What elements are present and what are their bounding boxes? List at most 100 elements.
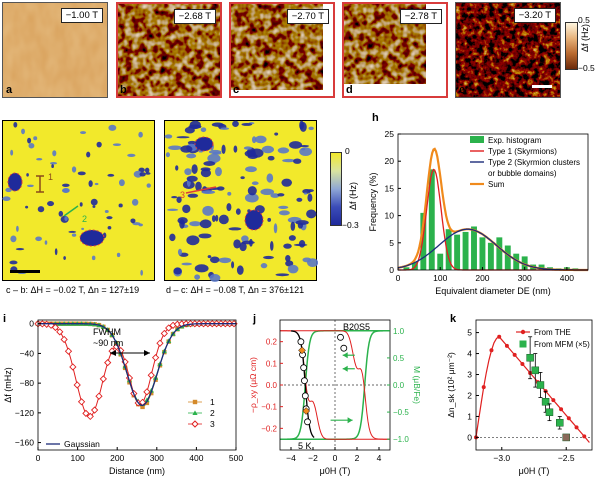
domain-spot	[13, 121, 18, 128]
panel-letter-a: a	[6, 84, 13, 96]
domain-spot	[261, 145, 275, 154]
mfm-density-point	[545, 408, 554, 417]
direction-arrowhead	[342, 365, 348, 372]
profile-marker-3	[156, 339, 164, 347]
domain-spot	[282, 158, 296, 163]
domain-spot	[254, 135, 267, 144]
domain-spot	[251, 136, 257, 144]
domain-spot	[51, 164, 54, 169]
domain-spot	[281, 178, 293, 187]
line-label-1: 1	[48, 172, 53, 182]
domain-spot	[165, 152, 170, 158]
domain-spot	[107, 225, 112, 230]
profile-marker-3	[51, 323, 60, 332]
panel-letter-h: h	[372, 112, 379, 124]
domain-spot	[80, 131, 87, 135]
domain-spot	[171, 196, 178, 199]
domain-spot	[26, 173, 29, 177]
domain-spot	[195, 181, 202, 192]
profile-marker-3	[82, 409, 90, 418]
the-point	[512, 352, 517, 357]
domain-spot	[187, 193, 199, 198]
x-tick-label-i: 400	[189, 453, 203, 463]
histogram-bar	[487, 242, 494, 270]
domain-spot	[71, 166, 77, 173]
domain-spot	[209, 273, 221, 282]
legend-label-h: Type 2 (Skyrmion clusters	[488, 158, 580, 167]
domain-spot	[10, 149, 14, 156]
domain-spot	[215, 214, 219, 222]
domain-spot	[173, 267, 182, 275]
histogram-bar	[471, 226, 477, 270]
x-tick-label-i: 100	[71, 453, 85, 463]
y-tick-label-right-j: 1.0	[393, 327, 405, 336]
the-point	[582, 434, 587, 439]
domain-spot	[201, 190, 216, 195]
domain-spot	[191, 164, 198, 174]
profile-marker-1	[144, 400, 150, 406]
line-cut-3	[185, 186, 217, 194]
difference-map-g: 3	[164, 120, 318, 282]
domain-spot	[239, 242, 247, 252]
y-tick-label-i: 0	[29, 319, 34, 329]
domain-spot	[79, 202, 83, 207]
y-tick-label-k: 0	[467, 432, 472, 442]
domain-spot	[10, 235, 17, 243]
line-profile-chart-i: 0 100 200 300 400 500 0 −40 −80 −120 −160 Distance …	[3, 319, 243, 476]
legend-label-gaussian: Gaussian	[64, 439, 100, 449]
domain-spot	[91, 255, 96, 261]
y-axis-label-h: Frequency (%)	[368, 172, 378, 231]
panel-letter-d: d	[346, 84, 353, 96]
domain-spot	[200, 127, 207, 133]
panel-letter-e: e	[459, 84, 466, 96]
x-tick-label-i: 0	[36, 453, 41, 463]
the-point	[489, 348, 494, 353]
legend-label-h: Type 1 (Skyrmions)	[488, 147, 557, 156]
domain-spot	[81, 227, 85, 230]
domain-spot	[94, 182, 99, 186]
line-cut-2	[63, 205, 79, 217]
y-axis-label-right-j: M (μB/Fe)	[412, 366, 420, 404]
domain-spot	[299, 122, 307, 132]
mfm-data-point	[340, 344, 348, 352]
histogram-chart-h: 0 100 200 300 400 0 5 10 15 20 25 Equivalent diamet…	[368, 129, 589, 296]
profile-marker-3	[86, 412, 94, 421]
mfm-image-e: −3.20 T	[455, 2, 561, 98]
x-tick-label-j: 0	[333, 453, 338, 463]
y-tick-label-h: 20	[385, 156, 395, 166]
domain-spot	[194, 264, 209, 273]
profile-marker-3	[69, 363, 77, 371]
domain-spot	[289, 141, 303, 149]
domain-spot	[16, 225, 19, 232]
highlight-point	[302, 407, 311, 415]
colorbar-top-label: Δf (Hz)	[580, 23, 590, 52]
domain-spot	[274, 132, 279, 136]
x-tick-label-i: 500	[229, 453, 243, 463]
domain-spot	[118, 179, 125, 187]
legend-label-h: Sum	[488, 180, 505, 189]
domain-spot	[77, 171, 86, 176]
domain-spot	[52, 150, 57, 157]
domain-spot	[28, 142, 35, 149]
domain-spot	[233, 145, 238, 153]
x-tick-label-i: 300	[150, 453, 164, 463]
y-tick-label-k: 4	[467, 349, 472, 359]
mfm-density-point	[541, 398, 550, 406]
domain-spot	[198, 233, 212, 239]
domain-spot	[296, 197, 303, 202]
legend-marker-i	[192, 399, 198, 405]
domain-spot	[186, 235, 200, 246]
y-tick-label-right-j: 0.0	[393, 381, 405, 390]
domain-spot	[251, 181, 259, 186]
domain-spot	[241, 235, 249, 242]
domain-spot	[308, 126, 314, 131]
panel-letter-b: b	[120, 84, 127, 96]
domain-spot	[220, 127, 230, 130]
domain-spot	[9, 260, 18, 265]
skyrmion-marker-f1	[7, 172, 23, 192]
profile-marker-3	[56, 328, 64, 336]
domain-spot	[287, 264, 299, 274]
profile-marker-3	[104, 358, 112, 367]
line-label-3: 3	[180, 190, 185, 200]
profile-line-2	[38, 323, 236, 405]
